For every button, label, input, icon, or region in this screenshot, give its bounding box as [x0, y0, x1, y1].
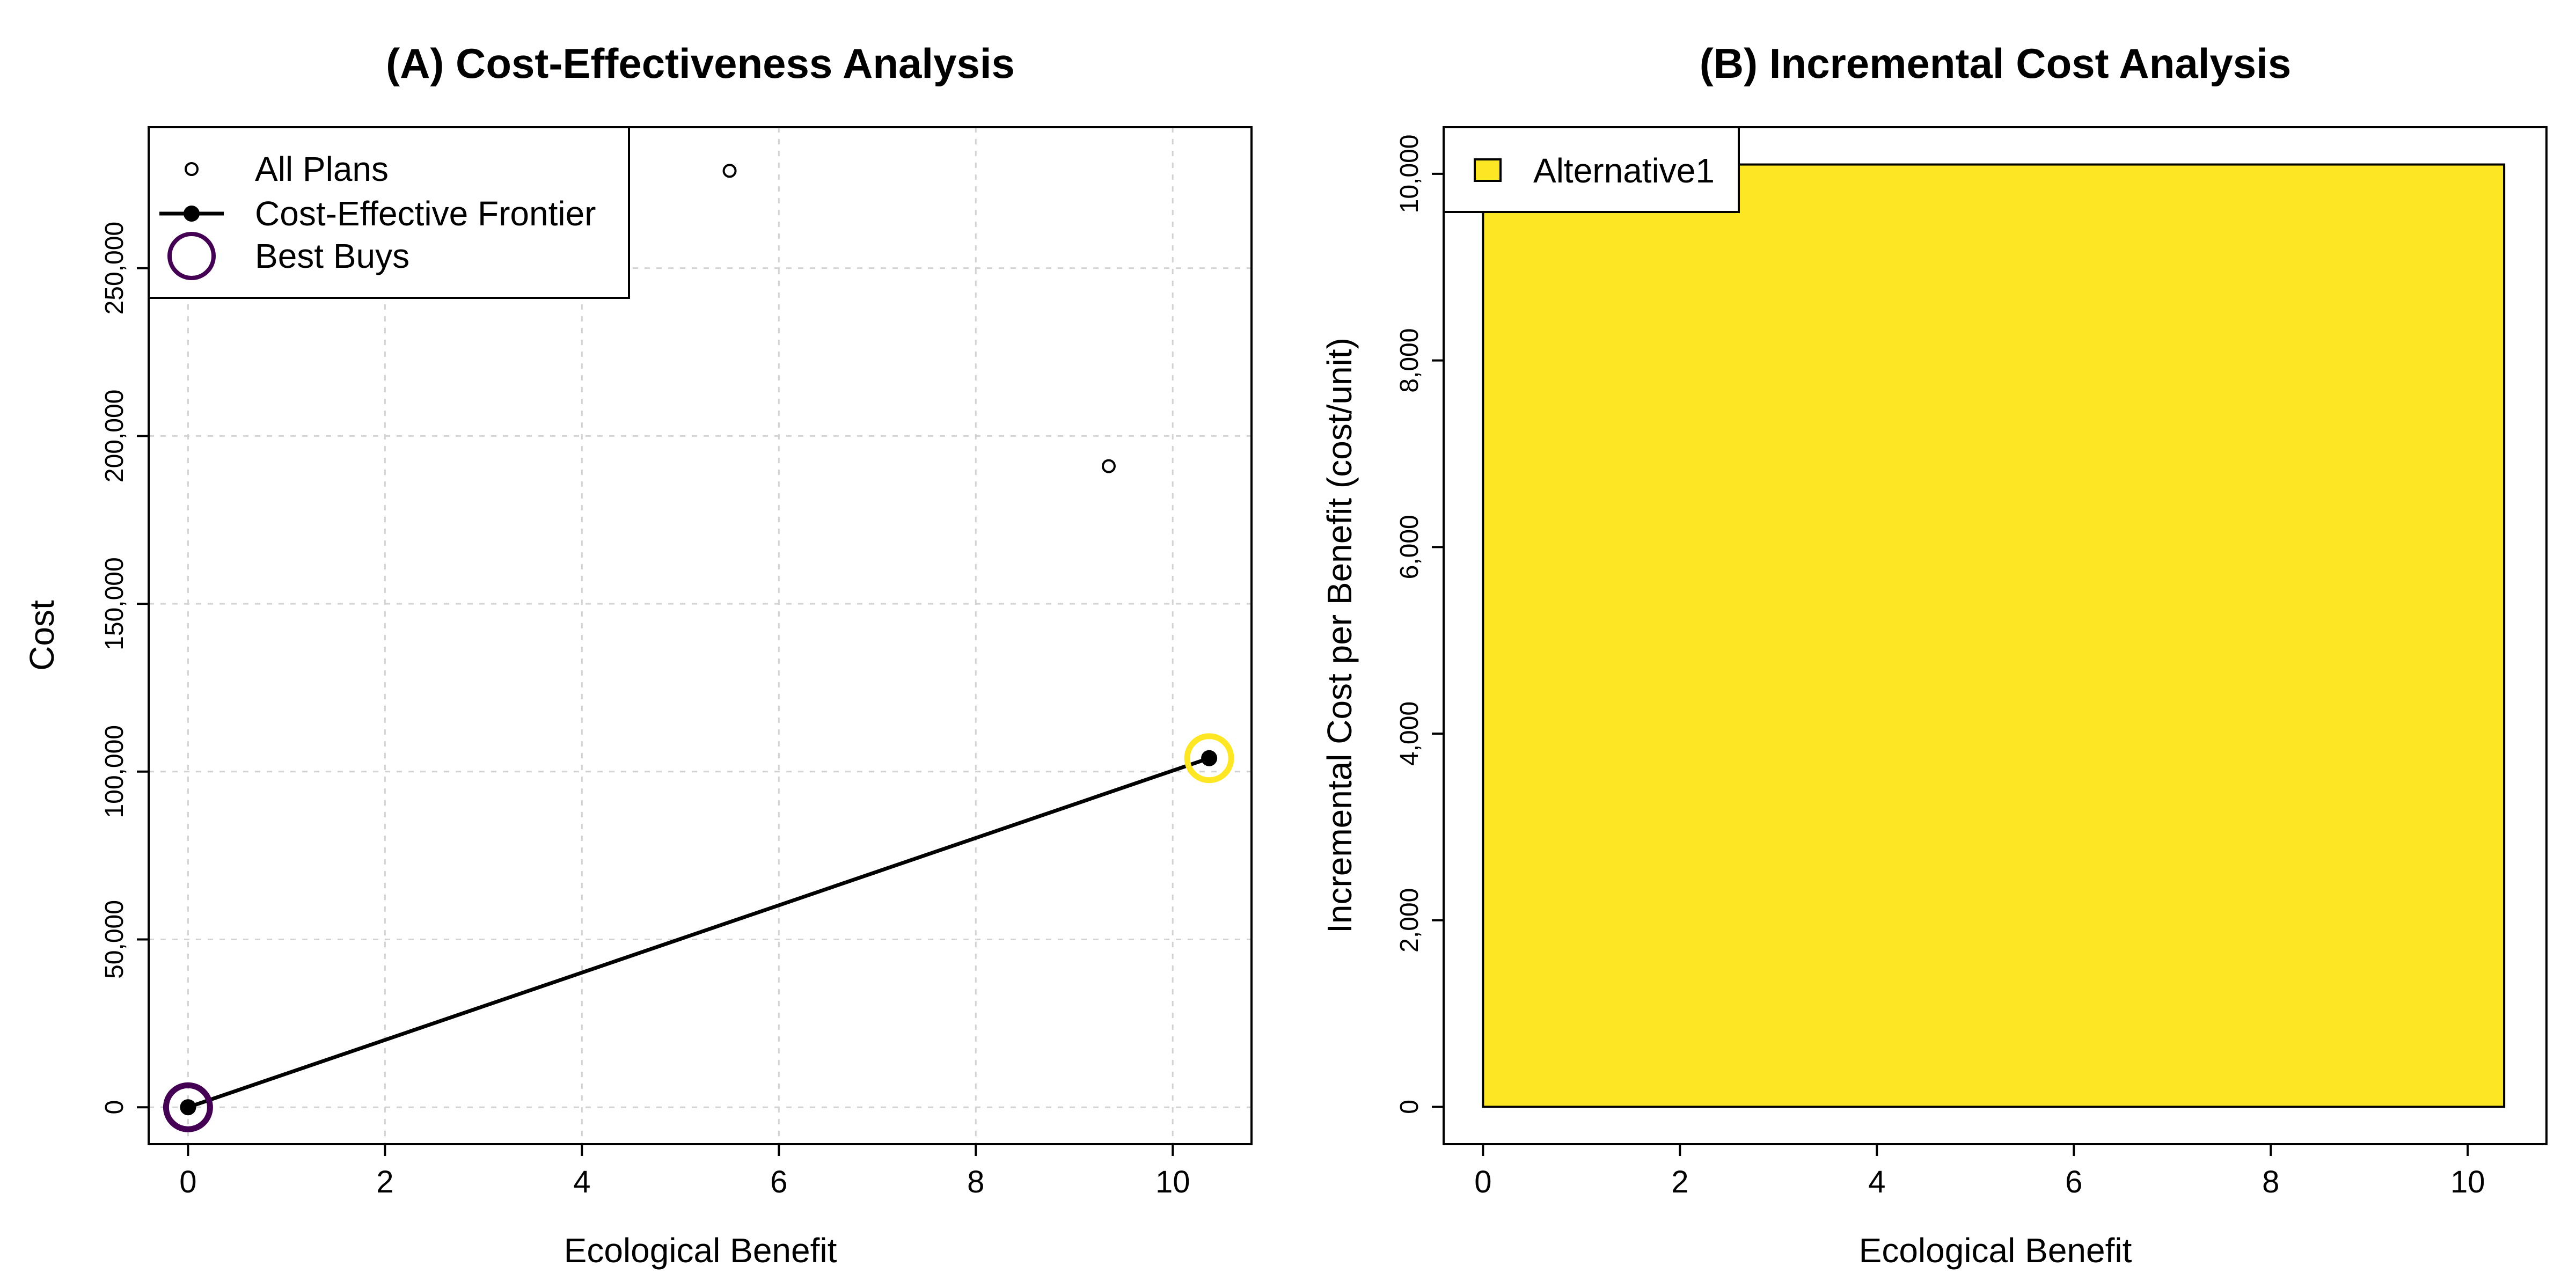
panel-a-y-tick-label-4: 200,000 — [100, 390, 129, 483]
panel-b-x-tick-label-5: 10 — [2450, 1165, 2485, 1199]
panel-a-y-axis: 0 50,000 100,000 150,000 200,000 250,000 — [100, 222, 149, 1115]
panel-a-y-tick-label-0: 0 — [100, 1100, 129, 1115]
incremental-cost-bar-0 — [1482, 163, 2506, 1108]
panel-a-x-tick-label-2: 4 — [573, 1165, 590, 1199]
panel-b-y-tick-label-3: 6,000 — [1395, 515, 1424, 579]
panel-b-y-axis: 0 2,000 4,000 6,000 8,000 10,000 — [1395, 135, 1444, 1114]
panel-b-plot-frame — [1443, 126, 2548, 1145]
frontier-line — [187, 756, 1210, 1109]
panel-a-legend: All Plans Cost-Effective Frontier Best B… — [148, 126, 630, 299]
legend-alternative1-swatch — [1474, 158, 1502, 182]
legend-frontier-marker — [184, 206, 200, 222]
all-plans-point-1 — [722, 164, 737, 178]
panel-a-x-tick-label-5: 10 — [1155, 1165, 1190, 1199]
panel-a-legend-box — [148, 126, 630, 299]
panel-b-title: (B) Incremental Cost Analysis — [1700, 40, 2291, 87]
panel-a-x-tick-label-0: 0 — [179, 1165, 196, 1199]
legend-best-buys-marker — [167, 232, 216, 280]
panel-b-x-tick-label-2: 4 — [1868, 1165, 1885, 1199]
panel-b-x-tick-label-0: 0 — [1474, 1165, 1491, 1199]
panel-a-y-tick-label-3: 150,000 — [100, 557, 129, 650]
legend-all-plans-label: All Plans — [255, 150, 389, 188]
panel-b-incremental-cost: (B) Incremental Cost Analysis 0 2 4 6 8 10 0 2… — [1320, 40, 2548, 1270]
panel-a-y-tick-label-1: 50,000 — [100, 900, 129, 979]
best-buy-ring-1 — [1184, 733, 1234, 784]
panel-a-x-tick-label-3: 6 — [770, 1165, 787, 1199]
panel-b-x-tick-label-4: 8 — [2262, 1165, 2279, 1199]
legend-alternative1-label: Alternative1 — [1533, 151, 1715, 190]
panel-b-y-tick-label-5: 10,000 — [1395, 135, 1424, 214]
panel-b-y-label: Incremental Cost per Benefit (cost/unit) — [1320, 338, 1359, 933]
panel-b-y-tick-label-1: 2,000 — [1395, 888, 1424, 953]
panel-a-x-label: Ecological Benefit — [564, 1231, 837, 1270]
panel-a-cost-effectiveness: (A) Cost-Effectiveness Analysis 0 2 4 6 8 10 … — [23, 40, 1253, 1270]
panel-a-marks — [163, 164, 1234, 1132]
panel-b-x-tick-label-3: 6 — [2065, 1165, 2082, 1199]
panel-b-x-axis: 0 2 4 6 8 10 — [1474, 1144, 2485, 1199]
panel-b-marks — [1482, 163, 2506, 1108]
panel-a-y-tick-label-2: 100,000 — [100, 725, 129, 818]
panel-a-x-axis: 0 2 4 6 8 10 — [179, 1144, 1190, 1199]
panel-b-y-tick-label-2: 4,000 — [1395, 701, 1424, 766]
panel-b-legend: Alternative1 — [1443, 126, 1740, 213]
panel-b-y-tick-label-0: 0 — [1395, 1100, 1424, 1114]
legend-frontier-label: Cost-Effective Frontier — [255, 194, 596, 233]
legend-all-plans-marker — [185, 162, 199, 176]
all-plans-point-2 — [1101, 459, 1116, 473]
panel-b-y-tick-label-4: 8,000 — [1395, 328, 1424, 393]
frontier-point-0 — [180, 1099, 196, 1116]
panel-b-x-tick-label-1: 2 — [1671, 1165, 1688, 1199]
panel-a-x-tick-label-4: 8 — [967, 1165, 984, 1199]
legend-best-buys-label: Best Buys — [255, 237, 409, 275]
panel-a-plot-frame — [148, 126, 1253, 1145]
best-buy-ring-0 — [163, 1082, 213, 1132]
panel-a-y-tick-label-5: 250,000 — [100, 222, 129, 315]
frontier-point-1 — [1201, 750, 1218, 766]
panel-a-x-tick-label-1: 2 — [376, 1165, 393, 1199]
panel-b-x-label: Ecological Benefit — [1859, 1231, 2132, 1270]
panel-a-y-label: Cost — [23, 600, 61, 671]
panel-a-title: (A) Cost-Effectiveness Analysis — [386, 40, 1015, 87]
